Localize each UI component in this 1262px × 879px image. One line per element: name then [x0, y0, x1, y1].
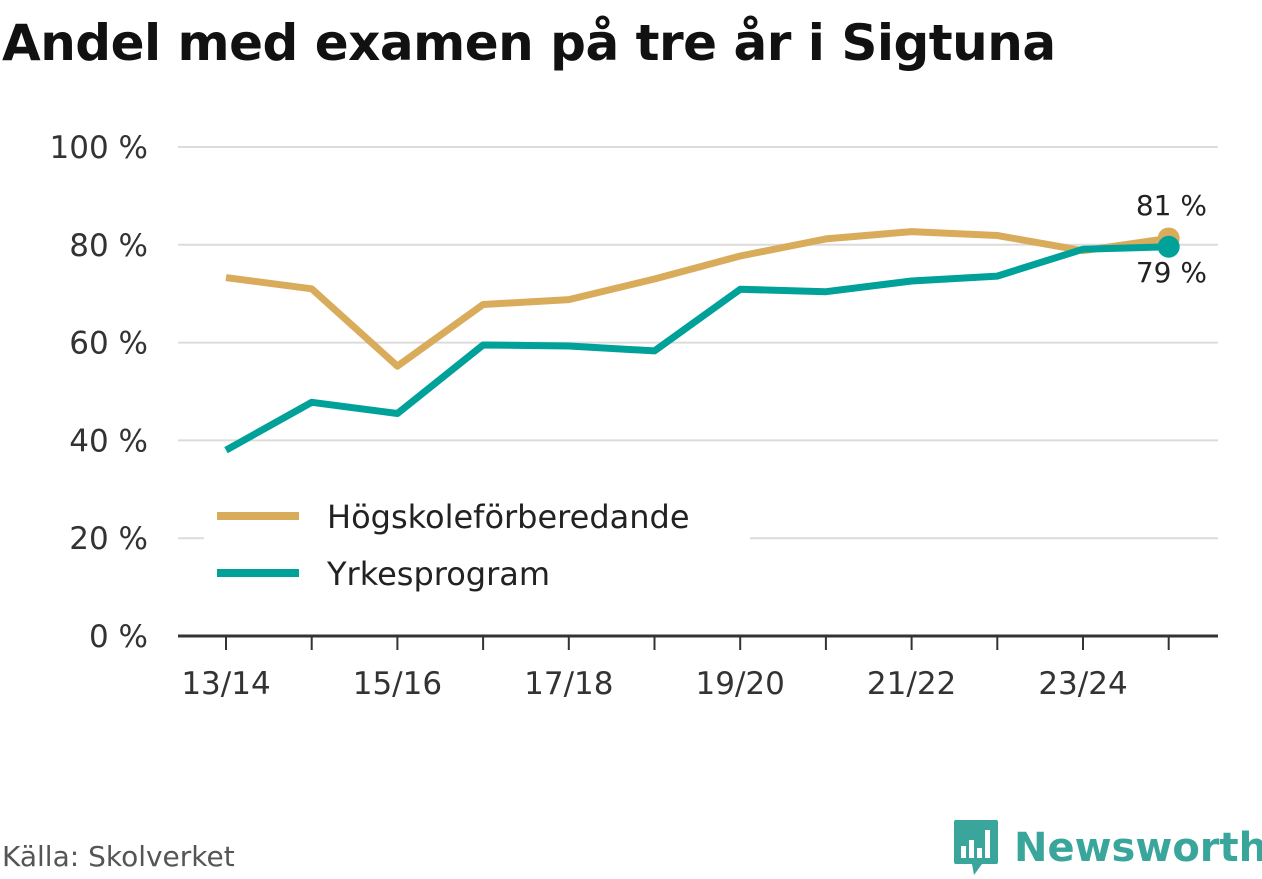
x-tick-label: 13/14 — [181, 666, 270, 702]
y-tick-label: 0 % — [89, 619, 148, 655]
brand-name: Newsworthy — [1014, 825, 1262, 871]
x-tick-label: 19/20 — [696, 666, 785, 702]
end-point — [1157, 235, 1180, 258]
x-tick-label: 17/18 — [524, 666, 613, 702]
y-tick-label: 60 % — [69, 326, 148, 362]
x-tick-label: 21/22 — [867, 666, 956, 702]
end-value-label: 79 % — [1136, 256, 1207, 289]
series-lines: 81 % 79 % — [224, 189, 1207, 454]
chart-title: Andel med examen på tre år i Sigtuna — [2, 14, 1056, 72]
series-line — [224, 243, 1169, 454]
bar-chart-speech-bubble-icon — [954, 820, 998, 875]
source-text: Källa: Skolverket — [2, 840, 235, 873]
legend-label: Högskoleförberedande — [327, 498, 690, 536]
gridlines — [178, 146, 1218, 540]
y-tick-label: 20 % — [69, 521, 148, 557]
y-tick-label: 80 % — [69, 228, 148, 264]
x-tick-label: 15/16 — [353, 666, 442, 702]
series-line — [225, 228, 1170, 370]
y-tick-label: 40 % — [69, 423, 148, 459]
end-value-label: 81 % — [1136, 189, 1207, 222]
y-axis-ticks: 0 % 20 % 40 % 60 % 80 % 100 % — [50, 130, 148, 655]
y-tick-label: 100 % — [50, 130, 148, 166]
legend-background — [204, 482, 750, 610]
x-tick-label: 23/24 — [1038, 666, 1127, 702]
legend: Högskoleförberedande Yrkesprogram — [204, 482, 750, 610]
x-axis: 13/14 15/16 17/18 19/20 21/22 23/24 — [178, 634, 1218, 702]
brand-logo: Newsworthy — [952, 818, 1262, 878]
legend-label: Yrkesprogram — [326, 555, 550, 593]
